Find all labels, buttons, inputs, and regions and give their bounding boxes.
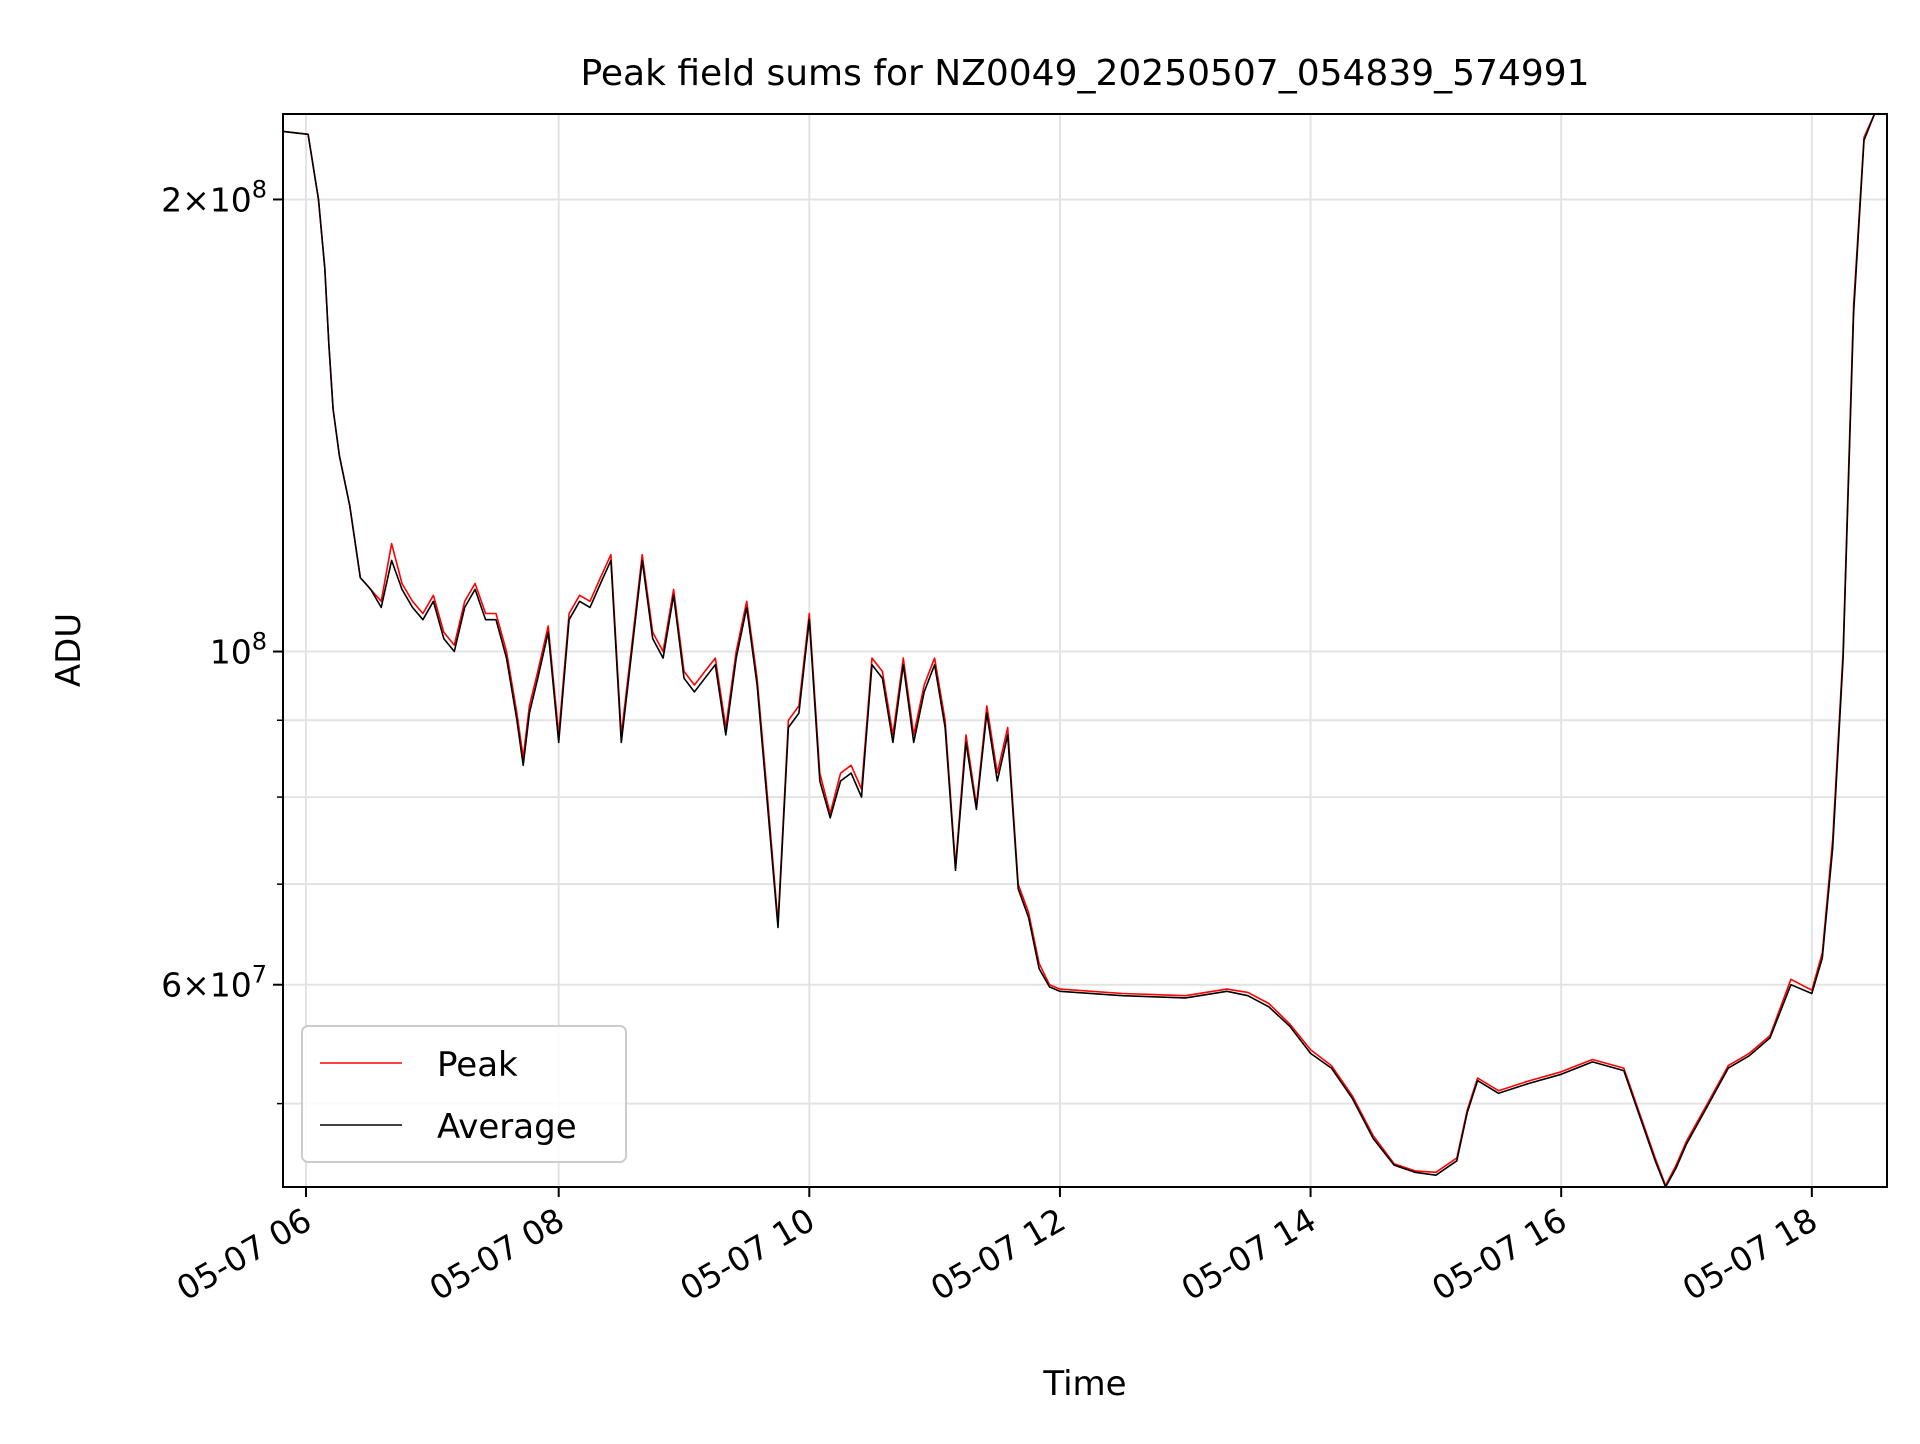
y-tick-label-base: 2×10 xyxy=(161,180,252,219)
y-axis-label: ADU xyxy=(49,613,89,687)
chart-title: Peak field sums for NZ0049_20250507_0548… xyxy=(580,53,1589,94)
legend-label-average: Average xyxy=(437,1107,577,1147)
legend: Peak Average xyxy=(301,1025,627,1163)
y-tick-label: 2×108 xyxy=(161,175,267,219)
y-tick-label-base: 10 xyxy=(210,633,252,672)
legend-box xyxy=(301,1025,627,1163)
y-tick-label: 6×107 xyxy=(161,961,267,1005)
y-tick-label: 108 xyxy=(210,628,267,672)
legend-label-peak: Peak xyxy=(437,1045,518,1085)
y-tick-label-exponent: 8 xyxy=(252,628,267,656)
series-lines xyxy=(283,114,1887,1187)
y-tick-label-exponent: 7 xyxy=(252,961,267,989)
plot-frame xyxy=(282,113,1888,1188)
y-tick-label-base: 6×10 xyxy=(161,966,252,1005)
series-line-average xyxy=(283,114,1887,1187)
y-tick-label-exponent: 8 xyxy=(252,175,267,203)
x-axis-label: Time xyxy=(1042,1364,1126,1404)
